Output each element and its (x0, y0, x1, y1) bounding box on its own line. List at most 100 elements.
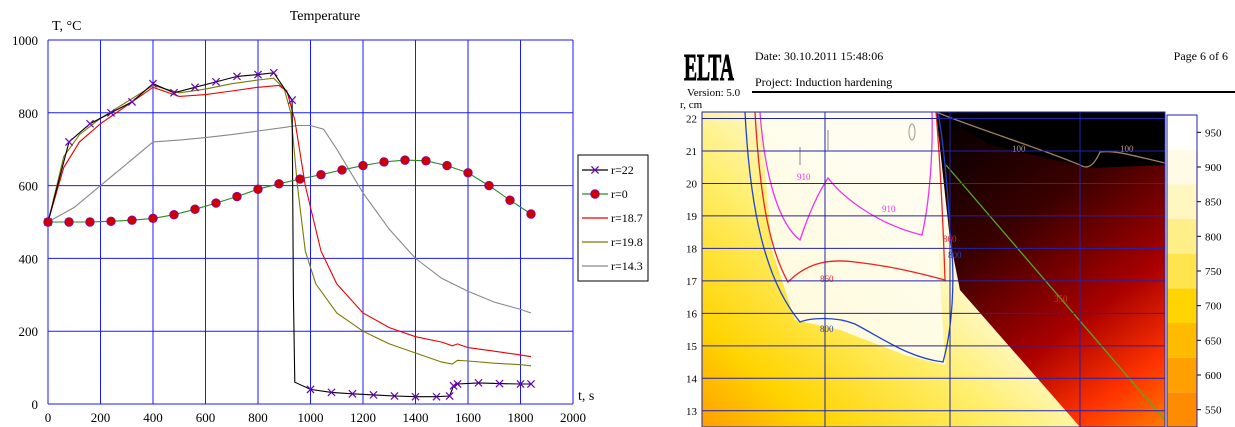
x-axis-label: t, s (578, 389, 594, 404)
heatmap-y-tick-label: 13 (686, 406, 698, 418)
legend-label: r=18.7 (611, 211, 643, 225)
data-point (495, 379, 504, 388)
colorbar-tick-label: 850 (1205, 197, 1222, 209)
y-tick-label: 400 (19, 251, 39, 266)
contour-910 (759, 112, 933, 242)
series-line-r=19.8 (47, 77, 532, 367)
x-tick-label: 1800 (508, 410, 534, 425)
y-tick-label: 600 (19, 179, 39, 194)
data-point (232, 72, 242, 81)
elta-logo: ELTA (684, 36, 735, 90)
data-point (445, 391, 454, 401)
data-point (432, 392, 441, 401)
colorbar-band (1167, 253, 1197, 289)
data-point (316, 169, 326, 180)
report-version: Version: 5.0 (687, 87, 741, 99)
x-tick-label: 1000 (298, 410, 324, 425)
legend: r=22 r=0 r=18.7 r=19.8 r=14.3 (577, 154, 649, 282)
x-tick-label: 200 (91, 410, 111, 425)
data-point (169, 210, 179, 220)
colorbar-tick-label: 750 (1205, 266, 1222, 278)
data-point (288, 96, 297, 105)
data-point (369, 390, 378, 399)
data-point (390, 391, 399, 401)
heatmap-grid (702, 112, 1165, 427)
colorbar-tick-label: 950 (1205, 127, 1222, 139)
contour-report-panel: ELTA Date: 30.10.2011 15:48:06 Page 6 of… (680, 36, 1235, 427)
contour-800 (744, 112, 954, 363)
contour-label: 910 (882, 204, 896, 214)
x-tick-label: 600 (196, 410, 216, 425)
contour-350 (945, 164, 1165, 421)
data-point (64, 137, 74, 146)
data-point (106, 108, 116, 117)
contour-label: 860 (820, 274, 834, 284)
data-point (379, 157, 389, 167)
data-point (127, 215, 137, 225)
y-tick-label: 800 (19, 106, 39, 121)
heatmap-y-label: r, cm (680, 99, 703, 111)
colorbar-tick-label: 800 (1205, 231, 1222, 243)
legend-label: r=14.3 (611, 259, 643, 273)
data-point (190, 204, 200, 214)
data-point (484, 180, 494, 191)
heatmap-y-tick-label: 21 (686, 146, 697, 158)
colorbar-tick-label: 600 (1205, 370, 1222, 382)
data-point (474, 378, 483, 387)
contour-860 (754, 112, 946, 284)
y-tick-label: 200 (19, 324, 39, 339)
data-point (253, 70, 263, 79)
contour-label: 100 (1012, 144, 1026, 154)
series-line-r=22 (47, 72, 531, 398)
contour-label: 800 (820, 324, 834, 334)
inner-hot-zone (760, 112, 945, 365)
colorbar-band (1167, 149, 1197, 185)
y-tick-label: 0 (32, 397, 39, 412)
report-project: Project: Induction hardening (755, 75, 892, 89)
data-point (64, 217, 74, 227)
colorbar-band (1167, 288, 1197, 323)
legend-marker (590, 165, 600, 175)
series-line-r=14.3 (47, 124, 532, 314)
data-point (463, 168, 473, 178)
colorbar-band (1167, 219, 1197, 254)
heatmap-y-tick-label: 18 (686, 243, 698, 255)
data-point (453, 379, 462, 389)
x-tick-label: 2000 (560, 410, 586, 425)
data-point (106, 216, 116, 226)
legend-label: r=22 (611, 163, 634, 177)
heatmap-y-tick-label: 15 (686, 341, 698, 353)
data-point (85, 119, 95, 128)
data-point (505, 195, 515, 205)
data-point (169, 88, 179, 97)
legend-label: r=0 (611, 187, 628, 201)
data-point (526, 379, 536, 389)
colorbar-tick-label: 650 (1205, 335, 1222, 347)
cool-surface-zone (936, 112, 1165, 427)
data-point (43, 217, 53, 227)
x-tick-label: 1400 (403, 410, 429, 425)
black-core-zone (936, 112, 1165, 168)
data-point (253, 184, 263, 194)
data-point (442, 160, 452, 171)
heatmap-y-tick-label: 14 (686, 373, 698, 385)
y-axis-label: T, °C (52, 19, 81, 34)
temperature-line-chart: Temperature T, °C t, s 0 200 400 600 800 1000… (12, 9, 649, 425)
heatmap-y-tick-label: 17 (686, 276, 698, 288)
chart-title: Temperature (290, 9, 361, 24)
colorbar-tick-label: 900 (1205, 162, 1222, 174)
colorbar-band (1167, 357, 1197, 393)
data-point (211, 77, 221, 86)
colorbar-band (1167, 184, 1197, 219)
data-point (348, 389, 357, 398)
logo-text: ELTA (684, 47, 734, 89)
x-tick-label: 800 (248, 410, 268, 425)
colorbar-band (1167, 323, 1197, 358)
data-point (449, 381, 458, 390)
data-point (306, 385, 315, 394)
heatmap-y-tick-label: 20 (686, 178, 698, 190)
data-point (85, 217, 95, 227)
heatmap-y-tick-label: 16 (686, 308, 698, 320)
data-point (269, 68, 278, 77)
legend-label: r=19.8 (611, 235, 643, 249)
